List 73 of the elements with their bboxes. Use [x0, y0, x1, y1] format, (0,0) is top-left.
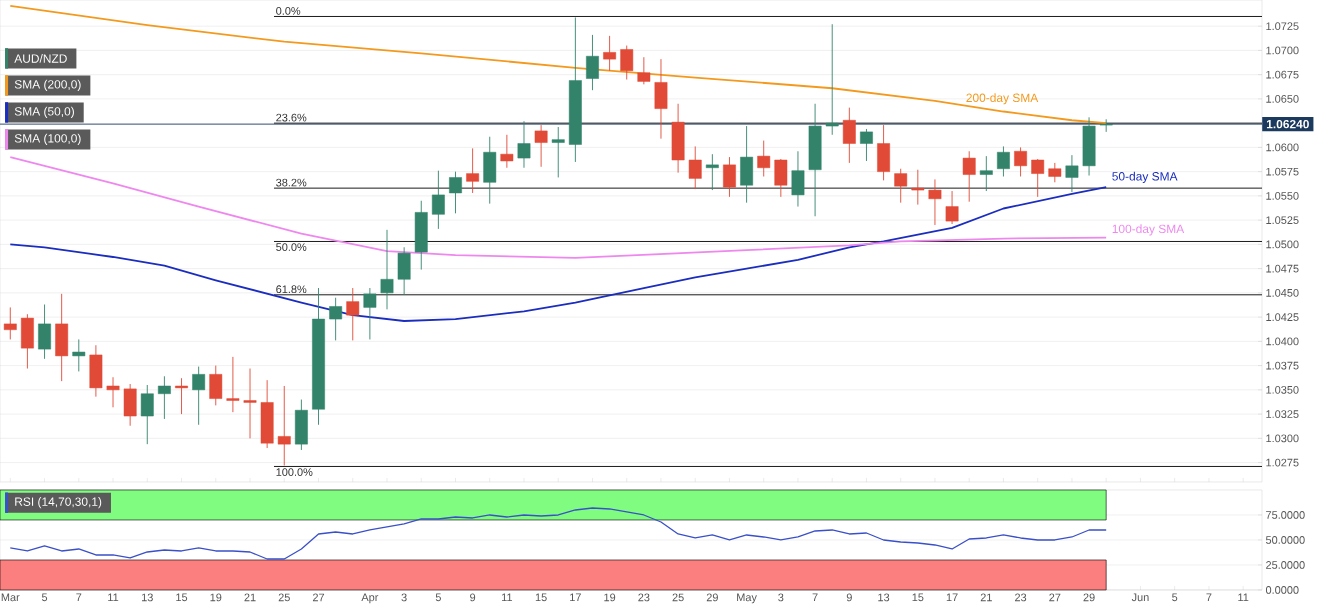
annotation: 61.8% [276, 285, 307, 294]
annotation: 100-day SMA [1112, 224, 1185, 236]
x-tick-label: May [737, 593, 757, 604]
annotation: 50-day SMA [1112, 171, 1178, 183]
y-tick-label: 50.0000 [1265, 536, 1305, 544]
x-tick-label: 11 [1238, 593, 1249, 602]
x-tick-label: 25 [672, 593, 684, 602]
y-tick-label: 1.0350 [1266, 385, 1299, 394]
y-tick-label: 1.0375 [1266, 361, 1299, 370]
annotation: 100.0% [276, 468, 313, 476]
x-tick-label: 13 [878, 593, 890, 602]
x-tick-label: 7 [76, 593, 82, 602]
y-tick-label: 75.0000 [1266, 511, 1305, 519]
y-tick-label: 25.0000 [1266, 561, 1305, 569]
x-tick-label: 29 [1083, 593, 1095, 602]
x-tick-label: 9 [846, 593, 852, 602]
annotation: 50.0% [276, 243, 307, 251]
x-tick-label: 9 [470, 593, 476, 602]
y-tick-label: 1.0450 [1266, 289, 1299, 297]
legend-label: SMA (200,0) [14, 79, 81, 91]
y-tick-label: 1.0525 [1266, 216, 1299, 225]
x-tick-label: 21 [244, 593, 256, 602]
y-tick-label: 1.0425 [1266, 313, 1299, 321]
x-tick-label: Apr [361, 593, 379, 604]
y-tick-label: 1.0675 [1266, 70, 1299, 79]
x-tick-label: 15 [535, 593, 547, 602]
y-tick-label: 1.0700 [1266, 46, 1299, 55]
x-tick-label: 13 [142, 593, 153, 602]
x-tick-label: 23 [1015, 593, 1027, 602]
x-tick-label: 27 [1049, 593, 1061, 602]
text: AUD/NZD [14, 54, 67, 63]
x-tick-label: 5 [41, 593, 48, 602]
x-tick-label: 11 [108, 593, 119, 602]
y-tick-label: 1.0650 [1266, 95, 1299, 103]
x-tick-label: 19 [210, 593, 222, 602]
x-tick-label: 21 [980, 593, 992, 602]
y-tick-label: 1.0400 [1266, 337, 1299, 346]
y-tick-label: 1.0325 [1266, 410, 1299, 418]
y-tick-label: 1.0550 [1266, 192, 1299, 200]
y-tick-label: 1.0300 [1266, 434, 1299, 443]
legend-label: SMA (100,0) [14, 133, 81, 145]
x-tick-label: Mar [1, 593, 20, 602]
x-tick-label: Jun [1131, 593, 1149, 602]
ref-line-label: 1.06240 [1266, 119, 1309, 129]
x-tick-label: 5 [1172, 593, 1178, 602]
x-tick-label: 25 [278, 593, 290, 602]
x-tick-label: 3 [778, 593, 784, 602]
x-tick-label: 15 [176, 593, 188, 602]
y-tick-label: 1.0500 [1266, 240, 1299, 249]
legend-label: RSI (14,70,30,1) [15, 497, 102, 509]
x-tick-label: 17 [946, 593, 958, 602]
y-tick-label: 1.0475 [1266, 264, 1299, 273]
legend-label: SMA (50,0) [14, 106, 74, 118]
annotation: 0.0% [276, 7, 301, 15]
x-tick-label: 3 [401, 593, 407, 602]
annotation: 38.2% [276, 178, 307, 187]
y-tick-label: 1.0575 [1266, 167, 1299, 176]
x-tick-label: 7 [1206, 593, 1212, 602]
x-tick-label: 15 [912, 593, 924, 602]
x-tick-label: 7 [812, 593, 818, 602]
x-tick-label: 29 [706, 593, 718, 602]
annotation: 23.6% [276, 113, 307, 122]
y-tick-label: 0.0000 [1265, 586, 1299, 594]
x-tick-label: 19 [604, 593, 616, 602]
y-tick-label: 1.0725 [1266, 22, 1299, 31]
x-tick-label: 17 [570, 593, 581, 602]
x-tick-label: 5 [435, 593, 441, 602]
annotation: 200-day SMA [966, 93, 1039, 105]
x-tick-label: 27 [312, 593, 325, 602]
y-tick-label: 1.0600 [1266, 143, 1299, 152]
y-tick-label: 1.0275 [1266, 458, 1299, 467]
x-tick-label: 23 [638, 593, 650, 602]
x-tick-label: 11 [502, 593, 513, 602]
